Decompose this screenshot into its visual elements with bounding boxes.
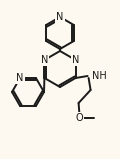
Text: O: O [76,113,83,123]
Text: N: N [16,73,24,83]
Text: N: N [41,55,48,65]
Text: N: N [56,12,64,22]
Text: NH: NH [92,71,106,81]
Text: N: N [72,55,79,65]
